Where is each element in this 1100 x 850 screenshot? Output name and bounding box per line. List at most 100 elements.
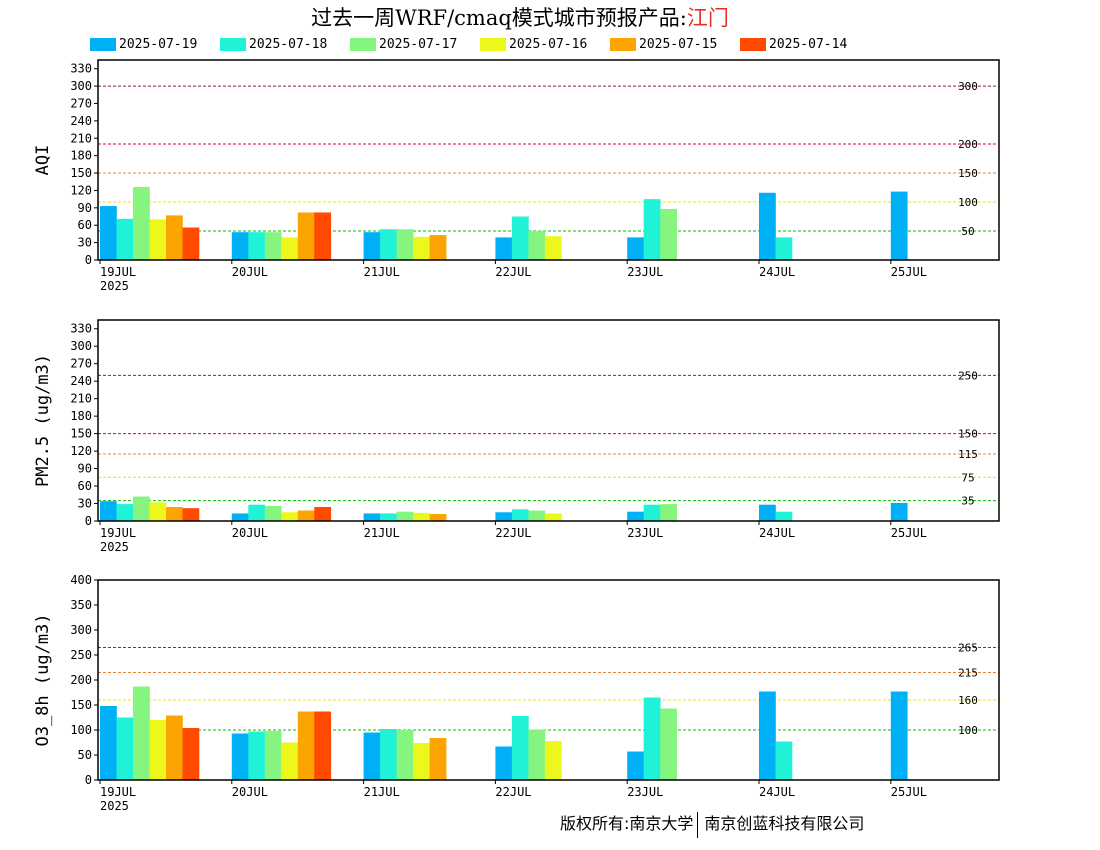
bar [149,502,167,521]
x-year-label: 2025 [100,799,129,813]
bar [380,513,397,521]
bar [314,212,332,260]
bar [248,504,266,521]
legend-label: 2025-07-18 [249,37,328,52]
bar [890,691,908,780]
bar [100,206,117,260]
bar [281,512,299,521]
bar [643,504,661,521]
y-tick-label: 60 [78,479,92,493]
bar [396,730,414,780]
bar [363,513,381,521]
legend-swatch [350,38,376,51]
bar [396,229,414,260]
bar [363,232,381,260]
chart-title: 过去一周WRF/cmaq模式城市预报产品:江门 [0,2,1040,32]
y-tick-label: 180 [70,409,92,423]
bar [264,505,282,521]
bar [544,513,562,521]
y-tick-label: 350 [70,598,92,612]
legend-swatch [90,38,116,51]
bar [413,743,430,780]
x-tick-label: 19JUL [100,265,136,279]
y-tick-label: 210 [70,392,92,406]
bar [281,742,299,780]
x-tick-label: 19JUL [100,785,136,799]
bar [627,511,644,521]
bar [182,508,200,521]
bar [627,237,644,260]
copyright-right: 南京创蓝科技有限公司 [704,814,865,833]
bar [182,728,200,780]
threshold-label: 35 [961,495,974,508]
x-tick-label: 23JUL [627,785,663,799]
bar [775,511,793,521]
bar [380,229,397,260]
threshold-label: 150 [958,428,978,441]
x-tick-label: 19JUL [100,526,136,540]
threshold-label: 115 [958,448,978,461]
bar [544,741,562,780]
bar [166,215,183,260]
title-prefix: 过去一周WRF/cmaq模式城市预报产品: [311,6,687,30]
y-tick-label: 0 [85,253,92,267]
legend-label: 2025-07-15 [639,37,718,52]
legend-swatch [610,38,636,51]
legend-swatch [220,38,246,51]
bar [660,504,677,521]
y-tick-label: 150 [70,166,92,180]
bar [528,729,546,780]
bar [495,746,513,780]
copyright-left: 版权所有:南京大学 [560,814,694,833]
y-axis-label: PM2.5 (ug/m3) [33,354,53,487]
y-tick-label: 270 [70,357,92,371]
y-tick-label: 300 [70,339,92,353]
threshold-label: 100 [958,724,978,737]
y-tick-label: 300 [70,79,92,93]
bar [528,231,546,260]
bar [133,686,150,780]
x-tick-label: 21JUL [364,265,400,279]
x-tick-label: 20JUL [232,526,268,540]
bar [643,199,661,260]
bar [231,513,249,521]
threshold-label: 160 [958,694,978,707]
bar [759,192,776,260]
y-tick-label: 330 [70,62,92,76]
y-axis-label: AQI [33,145,53,176]
bar [660,708,677,780]
bar [248,232,266,260]
x-tick-label: 24JUL [759,526,795,540]
y-tick-label: 90 [78,462,92,476]
bar [314,507,332,521]
bar [759,691,776,780]
bar [890,502,908,521]
bar [511,216,529,260]
copyright: 版权所有:南京大学 南京创蓝科技有限公司 [560,810,864,838]
bar [495,237,513,260]
bar [100,706,117,780]
legend-label: 2025-07-14 [769,37,848,52]
bar [116,717,134,780]
y-tick-label: 330 [70,322,92,336]
y-tick-label: 30 [78,497,92,511]
threshold-label: 215 [958,667,978,680]
y-tick-label: 150 [70,427,92,441]
bar [133,186,150,260]
bar [643,697,661,780]
copyright-separator [697,811,699,838]
bar [116,218,134,260]
bar [248,731,266,780]
bar [511,509,529,521]
legend-swatch [740,38,766,51]
bar [231,733,249,780]
bar [363,732,381,780]
plot-frame [97,59,1000,261]
y-axis-label: O3_8h (ug/m3) [33,613,53,746]
threshold-label: 250 [958,369,978,382]
plot-frame [97,319,1000,522]
bar [281,237,299,260]
bar [890,191,908,260]
bar [116,504,134,521]
